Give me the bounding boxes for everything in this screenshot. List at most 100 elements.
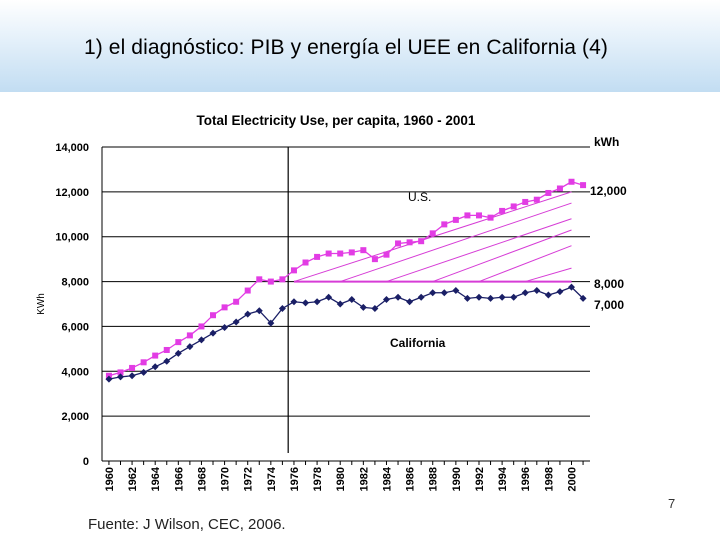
california-data-point [128, 372, 136, 380]
us-data-point [302, 259, 309, 266]
series-layer [105, 178, 587, 383]
california-data-point [174, 349, 182, 357]
california-label: California [390, 336, 446, 350]
page-number: 7 [668, 496, 676, 511]
us-data-point [406, 239, 413, 246]
us-data-point [452, 216, 459, 223]
x-tick-label: 1982 [358, 467, 370, 491]
california-data-point [567, 283, 575, 291]
california-data-point [359, 303, 367, 311]
california-data-point [117, 373, 125, 381]
us-data-point [198, 323, 205, 330]
gap-diagonal-line [293, 191, 572, 283]
x-tick-label: 1986 [405, 467, 417, 491]
us-data-point [429, 230, 436, 237]
us-data-point [533, 196, 540, 203]
x-tick-label: 1974 [266, 466, 278, 491]
california-data-point [290, 298, 298, 306]
x-tick-label: 1994 [497, 466, 509, 491]
california-data-point [440, 289, 448, 297]
right-value-12000: 12,000 [590, 184, 627, 198]
x-tick-label: 1996 [520, 467, 532, 491]
california-data-point [336, 300, 344, 308]
us-data-point [441, 221, 448, 228]
us-data-point [510, 203, 517, 210]
us-data-point [580, 182, 587, 189]
us-data-point [371, 256, 378, 263]
us-data-point [290, 267, 297, 274]
gap-diagonal-line [432, 229, 572, 283]
us-data-point [233, 298, 240, 305]
us-data-point [210, 312, 217, 319]
x-tick-label: 1968 [196, 467, 208, 491]
x-tick-label: 2000 [566, 467, 578, 491]
us-data-point [522, 198, 529, 205]
x-tick-label: 1978 [312, 467, 324, 491]
us-data-point [475, 212, 482, 219]
x-tick-label: 1966 [173, 467, 185, 491]
california-data-point [348, 296, 356, 304]
right-value-8000: 8,000 [594, 277, 624, 291]
california-data-point [556, 288, 564, 296]
y-tick-label: 12,000 [55, 187, 89, 199]
us-data-point [152, 352, 159, 359]
slide-title: 1) el diagnóstico: PIB y energía el UEE … [84, 36, 608, 59]
us-data-point [267, 278, 274, 285]
us-data-point [221, 304, 228, 311]
us-data-point [487, 214, 494, 221]
us-label: U.S. [408, 190, 431, 204]
california-data-point [221, 324, 229, 332]
gap-diagonal-line [525, 267, 572, 283]
california-data-point [371, 304, 379, 312]
california-data-point [579, 294, 587, 302]
us-data-point [256, 276, 263, 283]
x-tick-label: 1972 [243, 467, 255, 491]
y-tick-label: 10,000 [55, 232, 89, 244]
california-data-point [302, 299, 310, 307]
california-data-point [186, 343, 194, 351]
header-band [0, 0, 720, 92]
us-data-point [360, 247, 367, 254]
california-data-point [197, 336, 205, 344]
gap-overlay [287, 147, 572, 453]
us-data-point [499, 207, 506, 214]
y-tick-label: 8,000 [61, 277, 89, 289]
california-data-point [533, 287, 541, 295]
us-data-point [337, 250, 344, 257]
us-data-point [175, 339, 182, 346]
us-data-point [140, 359, 147, 366]
x-tick-label: 1992 [474, 467, 486, 491]
x-tick-label: 1970 [220, 467, 232, 491]
x-tick-label: 1990 [451, 467, 463, 491]
x-tick-label: 1998 [543, 467, 555, 491]
x-tick-label: 1984 [381, 466, 393, 491]
california-data-point [382, 296, 390, 304]
source-note: Fuente: J Wilson, CEC, 2006. [88, 516, 286, 533]
california-data-point [521, 289, 529, 297]
california-data-point [498, 293, 506, 301]
california-data-point [406, 298, 414, 306]
us-data-point [186, 332, 193, 339]
series-line-california [108, 286, 584, 380]
california-data-point [325, 293, 333, 301]
x-tick-label: 1962 [127, 467, 139, 491]
x-tick-label: 1964 [150, 466, 162, 491]
unit-label: kWh [594, 135, 619, 149]
right-value-7000: 7,000 [594, 298, 624, 312]
us-data-point [163, 346, 170, 353]
california-data-point [417, 293, 425, 301]
x-tick-label: 1960 [104, 467, 116, 491]
gap-diagonal-line [478, 245, 572, 283]
us-data-point [383, 251, 390, 258]
x-tick-label: 1988 [428, 467, 440, 491]
gap-diagonal-line [386, 218, 572, 283]
us-data-point [545, 189, 552, 196]
california-data-point [544, 291, 552, 299]
california-data-point [463, 294, 471, 302]
california-data-point [475, 293, 483, 301]
x-tick-label: 1980 [335, 467, 347, 491]
california-data-point [232, 318, 240, 326]
us-data-point [325, 250, 332, 257]
us-data-point [117, 369, 124, 376]
